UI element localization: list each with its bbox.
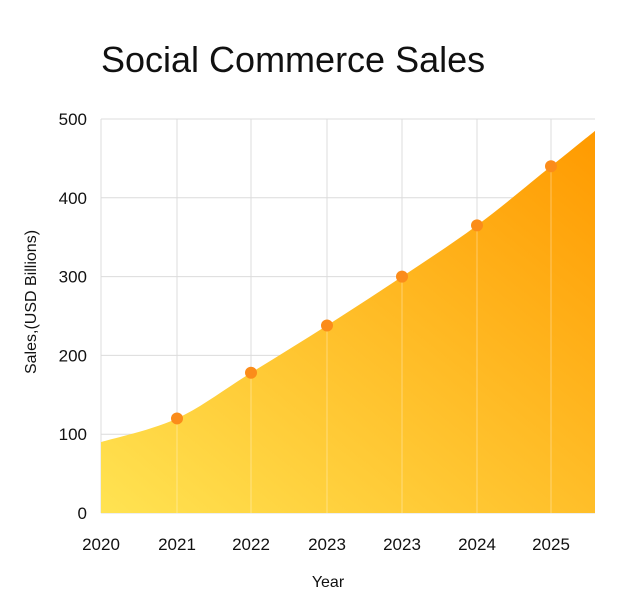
x-tick-label: 2024: [458, 535, 496, 554]
data-point-2024: [471, 219, 483, 232]
y-tick-label: 300: [59, 268, 87, 287]
x-tick-label: 2022: [232, 535, 270, 554]
x-tick-label: 2020: [82, 535, 120, 554]
data-point-2021: [171, 412, 183, 425]
x-tick-label: 2025: [532, 535, 570, 554]
y-tick-label: 500: [59, 110, 87, 129]
y-tick-label: 400: [59, 189, 87, 208]
y-axis-label: Sales,(USD Billions): [23, 230, 40, 374]
x-tick-label: 2023: [308, 535, 346, 554]
y-tick-label: 200: [59, 346, 87, 365]
marker-layer: [171, 160, 557, 425]
data-point-2022: [245, 366, 257, 379]
data-point-2023: [321, 319, 333, 332]
sales-area: [101, 130, 595, 513]
x-tick-label: 2021: [158, 535, 196, 554]
y-axis-ticks: 0 100 200 300 400 500: [59, 110, 87, 523]
x-axis-ticks: 2020 2021 2022 2023 2023 2024 2025: [82, 535, 570, 554]
x-axis-label: Year: [312, 574, 345, 591]
y-tick-label: 100: [59, 425, 87, 444]
x-tick-label: 2023: [383, 535, 421, 554]
chart-title: Social Commerce Sales: [101, 39, 485, 80]
data-point-2025: [545, 160, 557, 173]
data-point-2023: [396, 270, 408, 283]
area-layer: [101, 130, 595, 513]
y-tick-label: 0: [78, 504, 87, 523]
